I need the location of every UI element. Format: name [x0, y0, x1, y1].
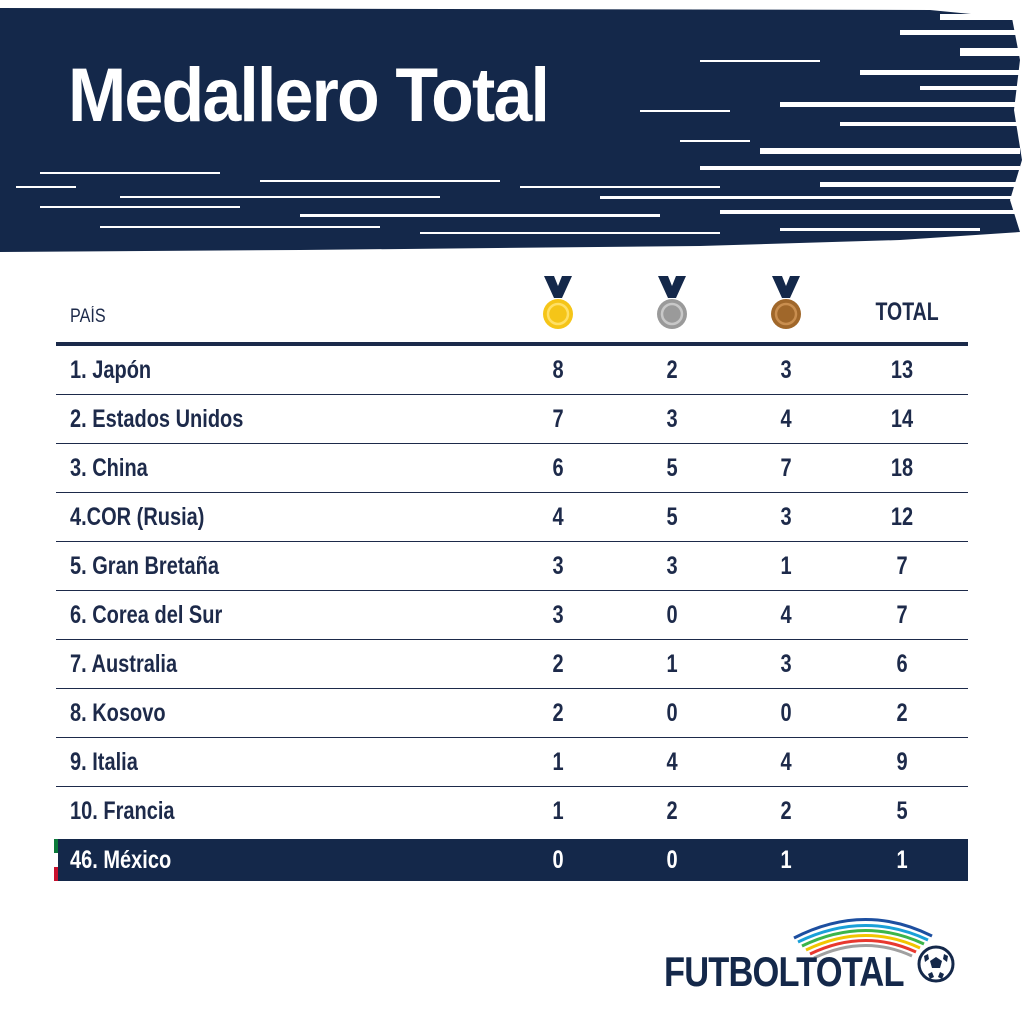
gold-count: 0: [552, 846, 564, 874]
table-row: 10. Francia 1 2 2 5: [56, 787, 968, 835]
silver-count: 2: [666, 356, 678, 384]
country-name: 9. Italia: [70, 748, 138, 776]
gold-medal-icon: [543, 276, 573, 329]
gold-count: 7: [552, 405, 564, 433]
bronze-count: 4: [780, 601, 792, 629]
gold-count: 4: [552, 503, 564, 531]
gold-count: 2: [552, 699, 564, 727]
bronze-count: 1: [780, 552, 792, 580]
mexico-flag-stripe: [54, 839, 58, 881]
total-count: 13: [890, 356, 914, 384]
table-header: PAÍS TOTAL: [56, 270, 968, 342]
gold-count: 6: [552, 454, 564, 482]
total-count: 6: [896, 650, 908, 678]
silver-count: 5: [666, 503, 678, 531]
silver-count: 0: [666, 601, 678, 629]
silver-count: 0: [666, 699, 678, 727]
bronze-count: 3: [780, 356, 792, 384]
table-row: 8. Kosovo 2 0 0 2: [56, 689, 968, 738]
country-name: 7. Australia: [70, 650, 178, 678]
bronze-count: 4: [780, 405, 792, 433]
silver-count: 3: [666, 552, 678, 580]
silver-count: 3: [666, 405, 678, 433]
table-row: 1. Japón 8 2 3 13: [56, 346, 968, 395]
gold-count: 1: [552, 748, 564, 776]
total-count: 9: [896, 748, 908, 776]
total-count: 7: [896, 552, 908, 580]
page-title: Medallero Total: [68, 53, 550, 138]
bronze-count: 3: [780, 650, 792, 678]
silver-count: 1: [666, 650, 678, 678]
bronze-count: 7: [780, 454, 792, 482]
total-count: 2: [896, 699, 908, 727]
gold-count: 1: [552, 797, 564, 825]
header-banner: Medallero Total: [0, 0, 1024, 260]
gold-count: 3: [552, 552, 564, 580]
table-row: 7. Australia 2 1 3 6: [56, 640, 968, 689]
column-header-country: PAÍS: [70, 306, 106, 327]
table-row: 5. Gran Bretaña 3 3 1 7: [56, 542, 968, 591]
bronze-count: 2: [780, 797, 792, 825]
table-row: 9. Italia 1 4 4 9: [56, 738, 968, 787]
bronze-count: 1: [780, 846, 792, 874]
total-count: 5: [896, 797, 908, 825]
total-count: 18: [890, 454, 914, 482]
silver-count: 0: [666, 846, 678, 874]
silver-medal-icon: [657, 276, 687, 329]
bronze-medal-icon: [771, 276, 801, 329]
bronze-count: 4: [780, 748, 792, 776]
country-name: 6. Corea del Sur: [70, 601, 223, 629]
table-row: 6. Corea del Sur 3 0 4 7: [56, 591, 968, 640]
gold-count: 8: [552, 356, 564, 384]
silver-count: 4: [666, 748, 678, 776]
silver-count: 5: [666, 454, 678, 482]
table-row: 4.COR (Rusia) 4 5 3 12: [56, 493, 968, 542]
highlight-row-mexico: 46. México 0 0 1 1: [54, 839, 968, 881]
country-name: 5. Gran Bretaña: [70, 552, 219, 580]
country-name: 46. México: [70, 846, 172, 874]
table-row: 2. Estados Unidos 7 3 4 14: [56, 395, 968, 444]
gold-count: 2: [552, 650, 564, 678]
country-name: 1. Japón: [70, 356, 152, 384]
country-name: 8. Kosovo: [70, 699, 166, 727]
country-name: 2. Estados Unidos: [70, 405, 244, 433]
header-divider: [56, 342, 968, 346]
logo-text: FUTBOLTOTAL: [664, 948, 904, 995]
total-count: 1: [896, 846, 908, 874]
total-count: 12: [890, 503, 914, 531]
bronze-count: 3: [780, 503, 792, 531]
country-name: 3. China: [70, 454, 148, 482]
total-count: 7: [896, 601, 908, 629]
bronze-count: 0: [780, 699, 792, 727]
futboltotal-logo: FUTBOLTOTAL: [664, 908, 964, 998]
gold-count: 3: [552, 601, 564, 629]
country-name: 10. Francia: [70, 797, 175, 825]
brush-stroke-background: [0, 8, 1022, 252]
medal-table: PAÍS TOTAL 1. Japón 8 2 3 13 2. Estados …: [54, 270, 968, 881]
rainbow-swoosh-icon: [793, 918, 933, 960]
table-row: 3. China 6 5 7 18: [56, 444, 968, 493]
silver-count: 2: [666, 797, 678, 825]
total-count: 14: [890, 405, 914, 433]
country-name: 4.COR (Rusia): [70, 503, 205, 531]
column-header-total: TOTAL: [875, 298, 939, 326]
soccer-ball-icon: [917, 945, 955, 983]
